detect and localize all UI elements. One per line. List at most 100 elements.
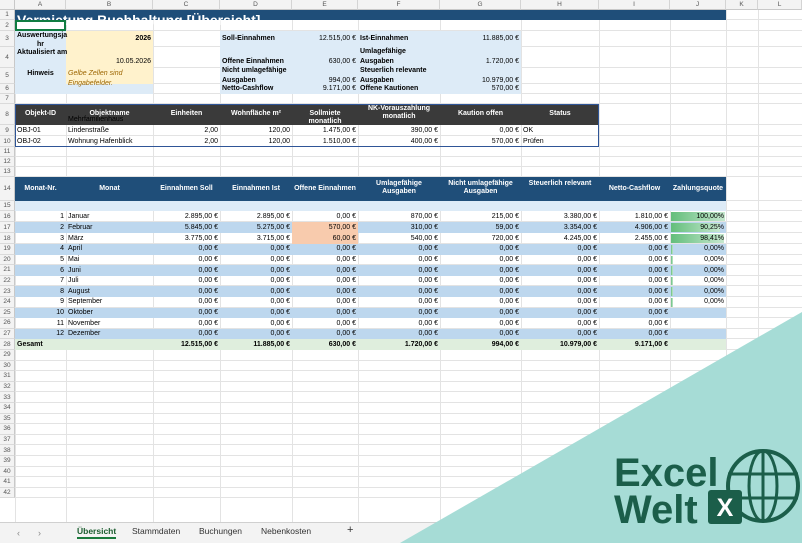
- column-header-D[interactable]: D: [220, 0, 292, 10]
- monthly-cell-umlage[interactable]: 0,00 €: [418, 319, 438, 327]
- monthly-cell-month[interactable]: April: [68, 245, 83, 253]
- monthly-cell-steuer[interactable]: 0,00 €: [577, 287, 597, 295]
- row-header-22[interactable]: 22: [0, 275, 15, 287]
- monthly-cell-quote[interactable]: 0,00%: [704, 245, 724, 253]
- monthly-cell-steuer[interactable]: 3.354,00 €: [563, 223, 597, 231]
- monthly-cell-ist[interactable]: 3.715,00 €: [256, 234, 290, 242]
- monthly-cell-nr[interactable]: 8: [60, 287, 64, 295]
- monthly-cell-nr[interactable]: 5: [60, 255, 64, 263]
- row-header-5[interactable]: 5: [0, 68, 15, 84]
- row-header-24[interactable]: 24: [0, 297, 15, 308]
- monthly-cell-offen[interactable]: 60,00 €: [332, 234, 356, 242]
- monthly-cell-nicht[interactable]: 0,00 €: [499, 308, 519, 316]
- monthly-cell-offen[interactable]: 0,00 €: [336, 319, 356, 327]
- object-cell-name_2[interactable]: Lindenstraße: [68, 126, 109, 134]
- monthly-cell-nicht[interactable]: 0,00 €: [499, 319, 519, 327]
- monthly-cell-ist[interactable]: 0,00 €: [270, 245, 290, 253]
- monthly-cell-soll[interactable]: 0,00 €: [198, 255, 218, 263]
- column-header-K[interactable]: K: [726, 0, 758, 10]
- column-header-I[interactable]: I: [599, 0, 670, 10]
- monthly-cell-soll[interactable]: 0,00 €: [198, 330, 218, 338]
- row-header-14[interactable]: 14: [0, 177, 15, 201]
- monthly-cell-soll[interactable]: 0,00 €: [198, 287, 218, 295]
- monthly-cell-quote[interactable]: 98,41%: [700, 234, 724, 242]
- monthly-cell-netto[interactable]: 0,00 €: [648, 298, 668, 306]
- monthly-cell-nr[interactable]: 4: [60, 245, 64, 253]
- monthly-cell-steuer[interactable]: 4.245,00 €: [563, 234, 597, 242]
- monthly-cell-nicht[interactable]: 0,00 €: [499, 266, 519, 274]
- monthly-cell-quote[interactable]: 0,00%: [704, 277, 724, 285]
- monthly-cell-soll[interactable]: 0,00 €: [198, 245, 218, 253]
- monthly-cell-netto[interactable]: 1.810,00 €: [634, 212, 668, 220]
- monthly-cell-offen[interactable]: 0,00 €: [336, 287, 356, 295]
- monthly-cell-ist[interactable]: 0,00 €: [270, 298, 290, 306]
- object-cell-id[interactable]: OBJ-01: [17, 126, 41, 134]
- object-cell-area[interactable]: 120,00: [268, 137, 290, 145]
- monthly-cell-offen[interactable]: 0,00 €: [336, 298, 356, 306]
- column-header-A[interactable]: A: [15, 0, 66, 10]
- row-header-3[interactable]: 3: [0, 31, 15, 47]
- column-header-E[interactable]: E: [292, 0, 358, 10]
- row-header-31[interactable]: 31: [0, 371, 15, 382]
- column-header-C[interactable]: C: [153, 0, 220, 10]
- monthly-cell-offen[interactable]: 0,00 €: [336, 330, 356, 338]
- monthly-cell-nr[interactable]: 3: [60, 234, 64, 242]
- monthly-cell-quote[interactable]: 0,00%: [704, 287, 724, 295]
- monthly-cell-ist[interactable]: 5.275,00 €: [256, 223, 290, 231]
- monthly-cell-nr[interactable]: 1: [60, 212, 64, 220]
- monthly-cell-netto[interactable]: 0,00 €: [648, 277, 668, 285]
- monthly-cell-ist[interactable]: 0,00 €: [270, 287, 290, 295]
- tab-stammdaten[interactable]: Stammdaten: [132, 526, 181, 536]
- monthly-cell-netto[interactable]: 0,00 €: [648, 330, 668, 338]
- monthly-cell-netto[interactable]: 0,00 €: [648, 255, 668, 263]
- monthly-cell-offen[interactable]: 0,00 €: [336, 266, 356, 274]
- monthly-cell-umlage[interactable]: 0,00 €: [418, 277, 438, 285]
- row-header-39[interactable]: 39: [0, 456, 15, 467]
- row-header-12[interactable]: 12: [0, 157, 15, 167]
- monthly-cell-umlage[interactable]: 870,00 €: [410, 212, 438, 220]
- monthly-cell-soll[interactable]: 3.775,00 €: [184, 234, 218, 242]
- row-header-30[interactable]: 30: [0, 360, 15, 372]
- monthly-cell-umlage[interactable]: 310,00 €: [410, 223, 438, 231]
- tab-nebenkosten[interactable]: Nebenkosten: [261, 526, 312, 536]
- column-header-J[interactable]: J: [670, 0, 726, 10]
- monthly-cell-ist[interactable]: 0,00 €: [270, 330, 290, 338]
- monthly-cell-ist[interactable]: 0,00 €: [270, 277, 290, 285]
- monthly-cell-steuer[interactable]: 0,00 €: [577, 308, 597, 316]
- row-header-4[interactable]: 4: [0, 47, 15, 68]
- monthly-cell-umlage[interactable]: 0,00 €: [418, 287, 438, 295]
- monthly-cell-nicht[interactable]: 720,00 €: [491, 234, 519, 242]
- row-header-23[interactable]: 23: [0, 286, 15, 297]
- monthly-cell-umlage[interactable]: 0,00 €: [418, 255, 438, 263]
- monthly-cell-month[interactable]: Oktober: [68, 308, 93, 316]
- row-header-11[interactable]: 11: [0, 147, 15, 157]
- row-header-21[interactable]: 21: [0, 265, 15, 276]
- row-header-40[interactable]: 40: [0, 466, 15, 478]
- row-header-28[interactable]: 28: [0, 339, 15, 350]
- monthly-cell-steuer[interactable]: 0,00 €: [577, 330, 597, 338]
- monthly-cell-netto[interactable]: 0,00 €: [648, 287, 668, 295]
- monthly-cell-steuer[interactable]: 0,00 €: [577, 319, 597, 327]
- monthly-cell-offen[interactable]: 0,00 €: [336, 277, 356, 285]
- column-header-F[interactable]: F: [358, 0, 440, 10]
- monthly-cell-month[interactable]: Mai: [68, 255, 80, 263]
- monthly-cell-nicht[interactable]: 0,00 €: [499, 245, 519, 253]
- row-header-10[interactable]: 10: [0, 136, 15, 147]
- monthly-cell-month[interactable]: Januar: [68, 212, 90, 220]
- monthly-cell-offen[interactable]: 0,00 €: [336, 308, 356, 316]
- object-cell-nk[interactable]: 400,00 €: [410, 137, 438, 145]
- tab-uebersicht[interactable]: Übersicht: [77, 526, 117, 539]
- monthly-cell-umlage[interactable]: 0,00 €: [418, 245, 438, 253]
- monthly-cell-month[interactable]: September: [68, 298, 103, 306]
- monthly-cell-month[interactable]: Juli: [68, 277, 79, 285]
- row-header-35[interactable]: 35: [0, 413, 15, 425]
- monthly-cell-month[interactable]: Dezember: [68, 330, 101, 338]
- row-header-26[interactable]: 26: [0, 318, 15, 329]
- monthly-cell-nicht[interactable]: 0,00 €: [499, 277, 519, 285]
- object-cell-rent[interactable]: 1.475,00 €: [322, 126, 356, 134]
- monthly-cell-quote[interactable]: 0,00%: [704, 255, 724, 263]
- monthly-cell-nr[interactable]: 7: [60, 277, 64, 285]
- monthly-cell-soll[interactable]: 0,00 €: [198, 298, 218, 306]
- monthly-cell-offen[interactable]: 0,00 €: [336, 245, 356, 253]
- object-cell-status[interactable]: Prüfen: [523, 137, 544, 145]
